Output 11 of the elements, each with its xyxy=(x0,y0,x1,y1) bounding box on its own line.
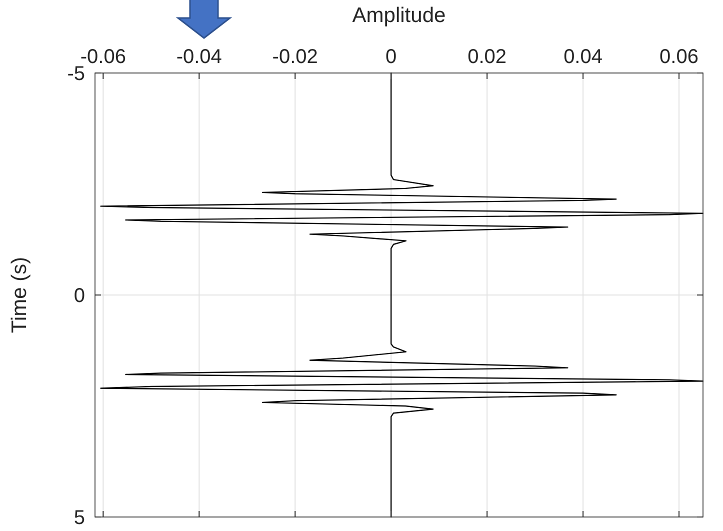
x-tick-label: 0.04 xyxy=(564,46,602,68)
x-tick-label: 0.06 xyxy=(660,46,698,68)
y-axis-title: Time (s) xyxy=(8,256,31,334)
y-tick-label: 5 xyxy=(74,507,85,529)
y-tick-label: -5 xyxy=(67,63,85,85)
x-tick-label: -0.02 xyxy=(272,46,318,68)
x-tick-label: 0 xyxy=(386,46,397,68)
x-tick-label: -0.04 xyxy=(176,46,222,68)
x-tick-label: 0.02 xyxy=(468,46,507,68)
x-axis-title: Amplitude xyxy=(352,4,446,27)
y-tick-label: 0 xyxy=(74,285,85,307)
